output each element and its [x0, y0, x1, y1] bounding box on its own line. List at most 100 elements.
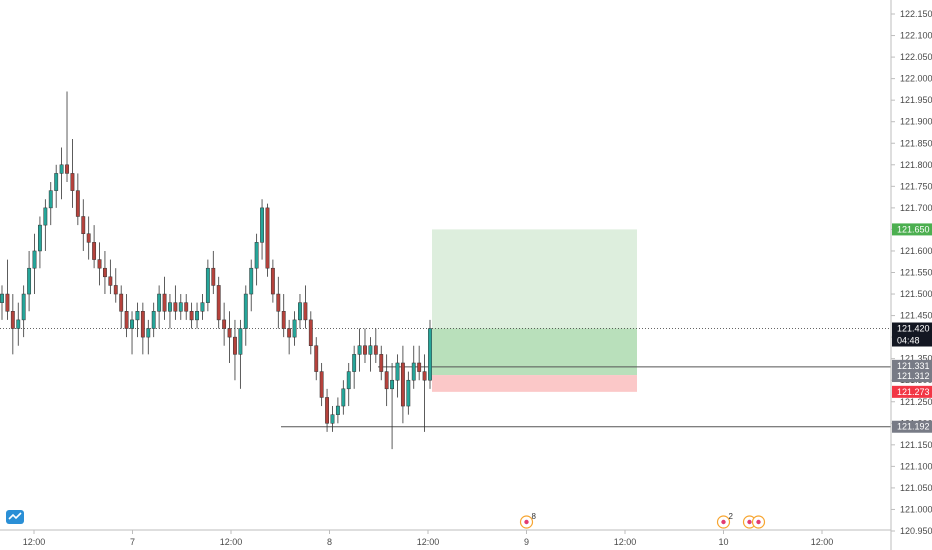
- candle: [0, 285, 4, 320]
- candle-body: [243, 293, 248, 329]
- time-tick-label: 12:00: [417, 537, 440, 547]
- price-tag-label: 121.192: [897, 422, 930, 432]
- event-marker[interactable]: 8: [519, 512, 537, 529]
- price-tick-label: 122.100: [900, 31, 932, 41]
- price-tag-bg: [892, 370, 932, 383]
- candle-body: [157, 293, 162, 312]
- horizontal-lines: [281, 366, 891, 428]
- price-tick-label: 121.000: [900, 504, 932, 514]
- candle: [135, 302, 140, 338]
- candle: [292, 311, 297, 346]
- candle-body: [400, 362, 405, 407]
- time-axis[interactable]: 12:00 7 12:00 8 12:00 9 12:00 10 12:00: [0, 529, 891, 547]
- candle-body: [21, 293, 26, 321]
- price-tag-label: 121.650: [897, 224, 930, 234]
- candle-body: [108, 276, 113, 286]
- candle: [54, 164, 59, 208]
- price-tick-label: 121.350: [900, 354, 932, 364]
- candle-body: [373, 345, 378, 355]
- event-dot: [756, 519, 761, 525]
- candle-body: [308, 319, 313, 346]
- candle-body: [178, 302, 183, 312]
- candle-body: [86, 233, 91, 243]
- candle-body: [195, 311, 199, 321]
- candle-body: [48, 190, 53, 209]
- candle-body: [287, 328, 292, 338]
- candle: [308, 311, 313, 355]
- candle-body: [0, 293, 4, 303]
- candle-body: [325, 397, 329, 424]
- candle-body: [281, 311, 286, 329]
- candle-body: [292, 319, 297, 338]
- candle: [10, 294, 15, 355]
- candle: [75, 173, 80, 226]
- candle: [341, 380, 346, 415]
- candle: [395, 354, 400, 398]
- candle-body: [363, 345, 367, 355]
- price-tick-label: 120.950: [900, 526, 932, 536]
- candle-body: [390, 379, 395, 390]
- candle-body: [97, 259, 102, 269]
- candle-body: [406, 379, 411, 407]
- candle-body: [238, 328, 243, 355]
- candle-body: [162, 293, 167, 312]
- candle-body: [168, 302, 172, 312]
- candle: [173, 285, 178, 320]
- candle: [162, 276, 167, 320]
- candle-body: [254, 242, 259, 269]
- candle-body: [16, 319, 21, 329]
- candle: [243, 285, 248, 346]
- time-tick-label: 9: [524, 537, 529, 547]
- price-tag: 121.331: [892, 359, 932, 372]
- candle: [113, 268, 118, 303]
- price-tick-label: 122.150: [900, 9, 932, 19]
- candle: [373, 328, 378, 363]
- stop-zone[interactable]: [432, 375, 637, 392]
- candle: [325, 388, 329, 432]
- price-tick-label: 121.550: [900, 268, 932, 278]
- candle-body: [260, 207, 264, 243]
- candle: [319, 362, 324, 407]
- price-tick-label: 121.850: [900, 138, 932, 148]
- tradingview-cloud-icon[interactable]: [6, 510, 24, 524]
- candle: [363, 328, 367, 363]
- price-tag-bg: [892, 420, 932, 433]
- candle: [21, 285, 26, 338]
- candle-body: [422, 371, 427, 381]
- price-tick-label: 121.900: [900, 117, 932, 127]
- price-tag: 121.420: [892, 322, 932, 335]
- candle-body: [113, 285, 118, 295]
- candle-body: [379, 354, 384, 372]
- candle: [428, 319, 432, 389]
- price-tick-label: 121.250: [900, 397, 932, 407]
- event-count: 2: [729, 512, 734, 521]
- candle: [151, 302, 156, 338]
- candle-body: [417, 362, 422, 372]
- candle-body: [216, 285, 221, 321]
- candle: [400, 345, 405, 424]
- event-count: 8: [532, 512, 537, 521]
- candle: [411, 345, 416, 389]
- price-tick-label: 122.000: [900, 74, 932, 84]
- time-tick-label: 8: [327, 537, 332, 547]
- candle-body: [124, 311, 129, 329]
- candle: [265, 203, 270, 277]
- price-tag-bg: [892, 322, 932, 335]
- candle-body: [352, 354, 357, 372]
- candle-body: [249, 267, 254, 295]
- candle-body: [368, 345, 373, 355]
- time-tick-label: 10: [718, 537, 728, 547]
- event-marker[interactable]: [751, 515, 766, 529]
- candle: [184, 294, 189, 320]
- event-marker[interactable]: 2: [716, 512, 734, 529]
- candle-body: [184, 302, 189, 312]
- candle: [303, 285, 308, 329]
- price-axis[interactable]: 122.150 122.100 122.050 122.000 121.950 121.9…: [890, 0, 932, 550]
- candle-body: [395, 362, 400, 381]
- candle: [227, 311, 232, 363]
- candle-body: [59, 164, 64, 174]
- price-tick-label: 121.050: [900, 483, 932, 493]
- candle: [406, 371, 411, 415]
